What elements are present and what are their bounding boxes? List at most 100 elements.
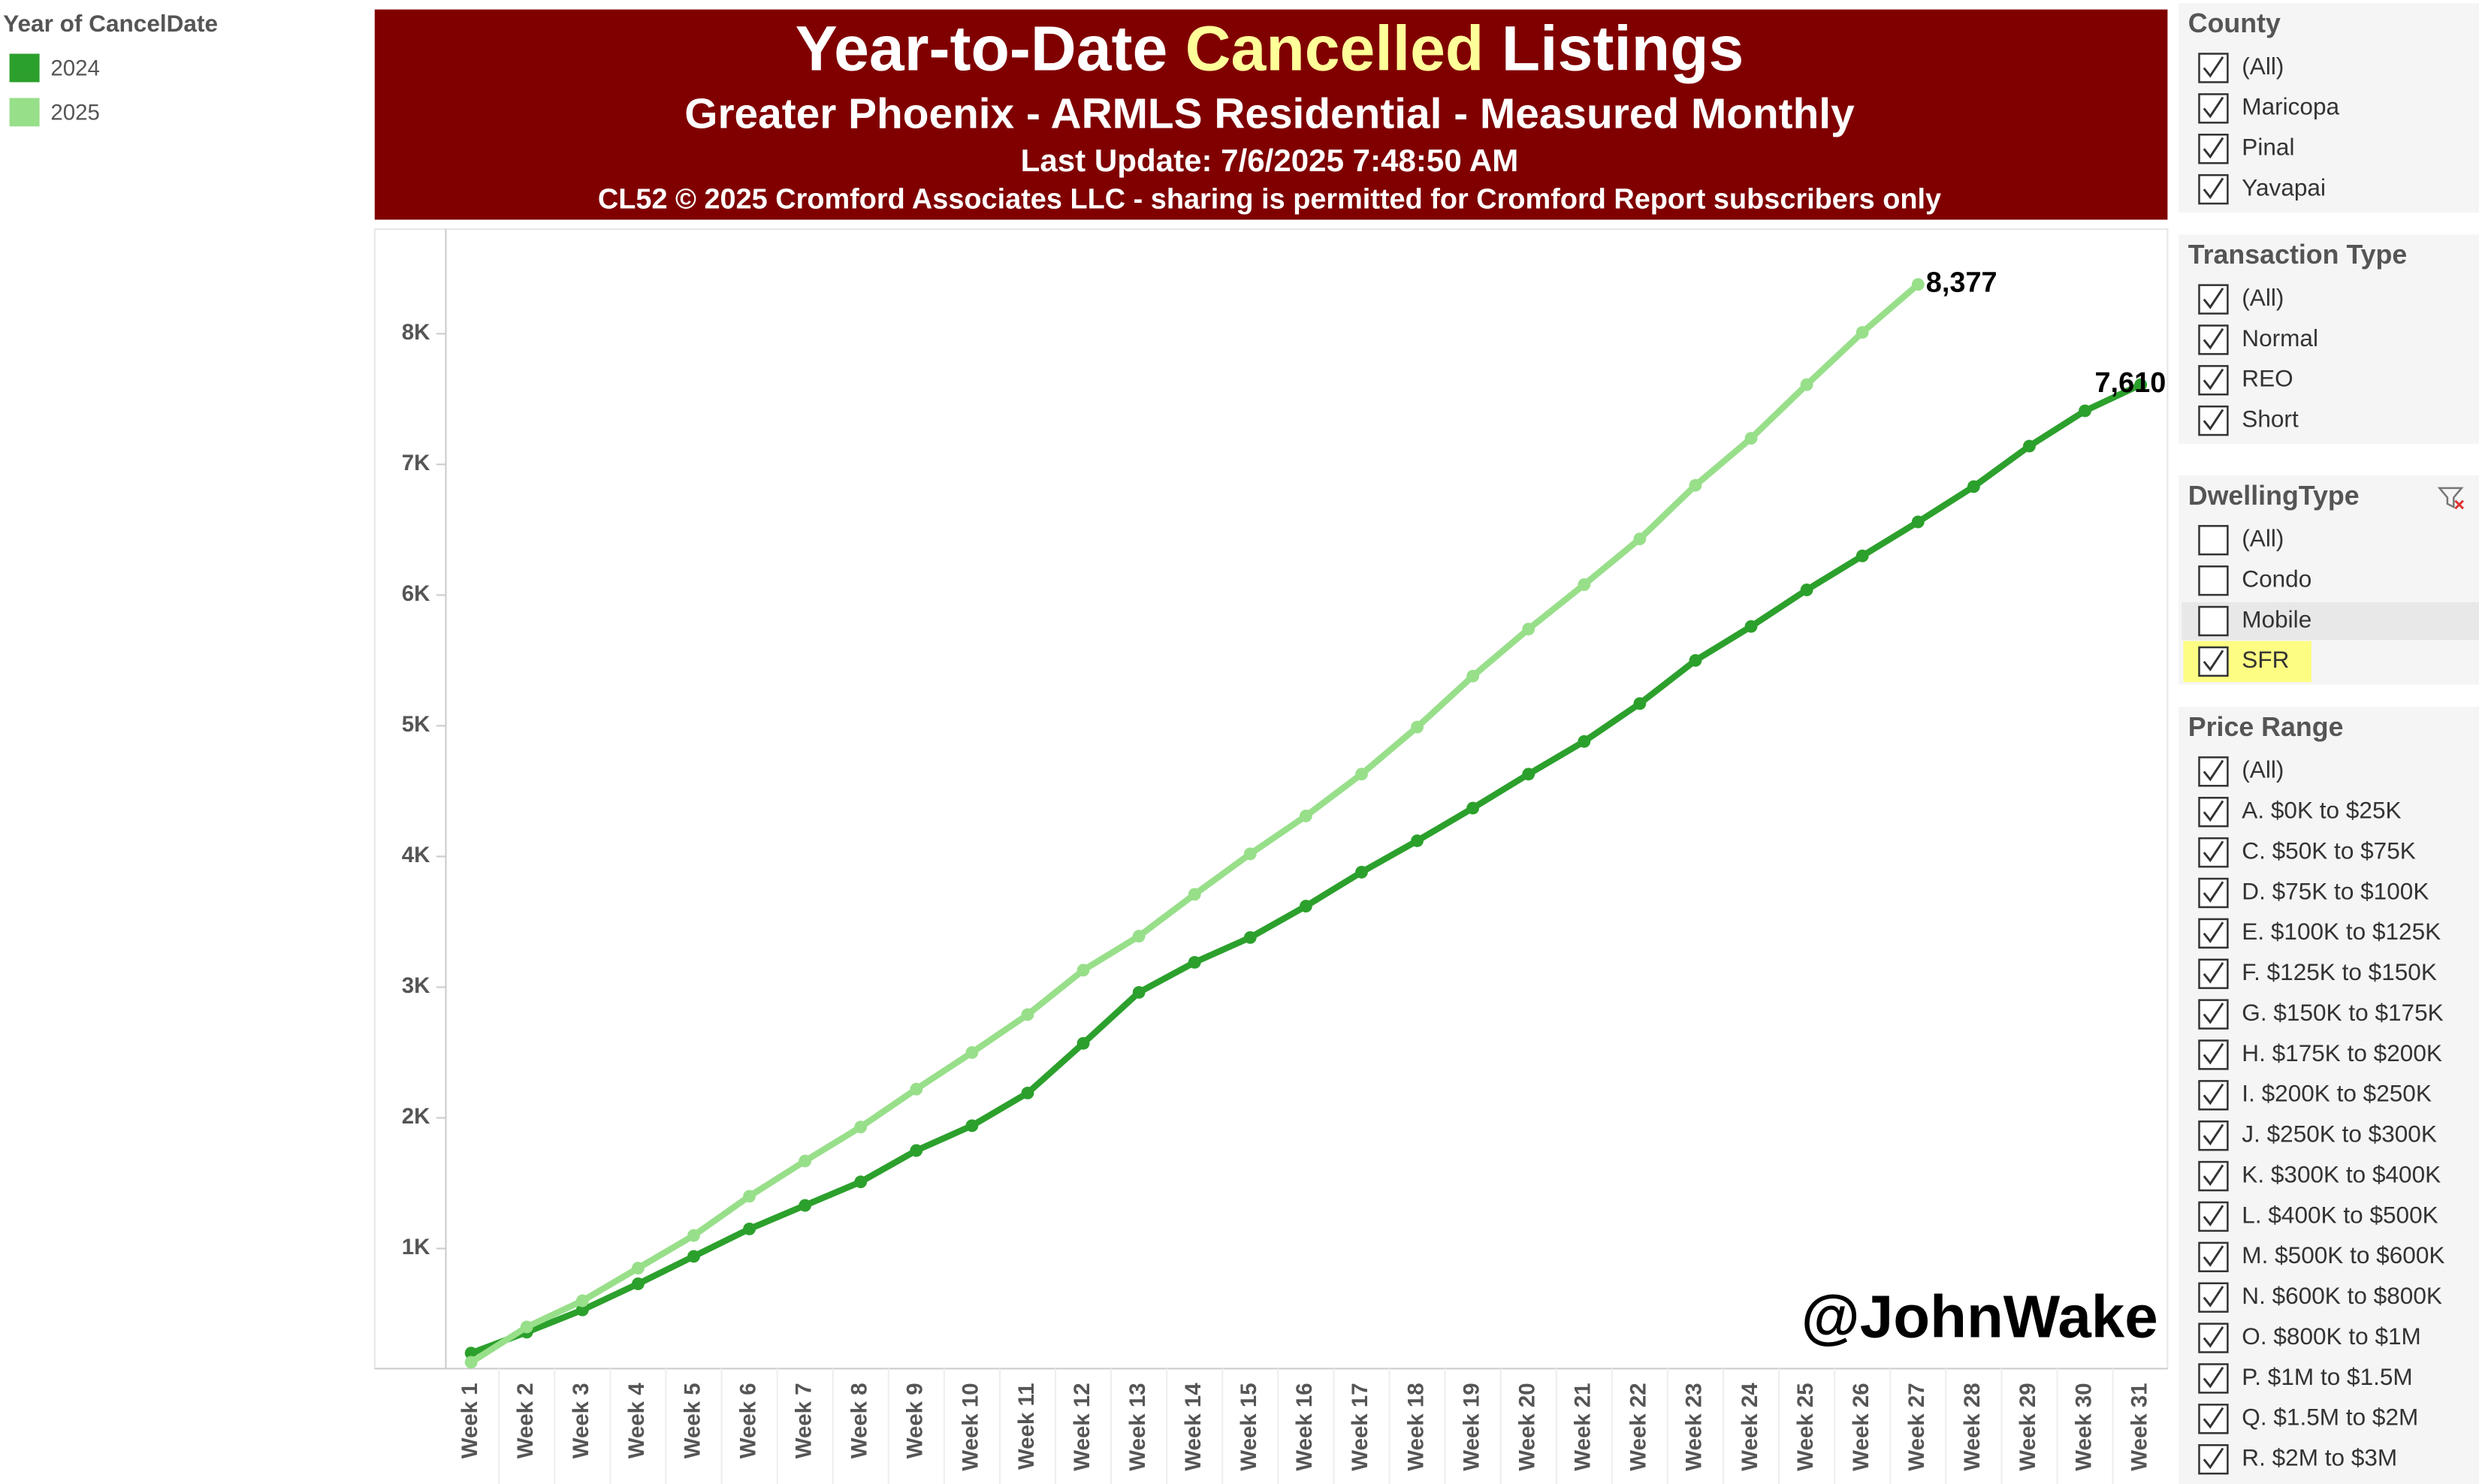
data-point: [1021, 1086, 1034, 1099]
checkmark: [2203, 409, 2224, 431]
checkbox[interactable]: [2198, 605, 2229, 637]
data-point: [1243, 847, 1257, 861]
checkmark: [2203, 1164, 2224, 1187]
filter-item-label[interactable]: Short: [2242, 406, 2299, 433]
filter-item-label[interactable]: I. $200K to $250K: [2242, 1080, 2432, 1107]
x-tick-label: Week 6: [735, 1383, 760, 1458]
data-point: [631, 1277, 645, 1290]
filter-item-label[interactable]: (All): [2242, 53, 2284, 80]
y-tick-label: 1K: [402, 1235, 430, 1259]
filter-item-label[interactable]: E. $100K to $125K: [2242, 918, 2441, 945]
filter-item-label[interactable]: Pinal: [2242, 134, 2294, 161]
filter-item-label[interactable]: Maricopa: [2242, 93, 2339, 120]
filter-item-label[interactable]: Q. $1.5M to $2M: [2242, 1404, 2418, 1431]
header-banner: [374, 9, 2168, 220]
filter-item-label[interactable]: M. $500K to $600K: [2242, 1241, 2444, 1268]
data-point: [1967, 480, 1980, 493]
filter-item-label[interactable]: O. $800K to $1M: [2242, 1323, 2421, 1350]
x-tick-label: Week 18: [1403, 1383, 1428, 1470]
plot-frame: [373, 228, 2169, 1370]
x-tick-label: Week 22: [1626, 1383, 1651, 1470]
checkmark: [2203, 800, 2224, 822]
header-subtitle: Greater Phoenix - ARMLS Residential - Me…: [684, 91, 1855, 138]
data-point: [464, 1356, 478, 1369]
checkmark: [2203, 177, 2224, 200]
x-tick-label: Week 10: [959, 1383, 983, 1470]
x-tick-label: Week 19: [1459, 1383, 1484, 1470]
x-tick-label: Week 5: [680, 1383, 705, 1458]
filter-item-label[interactable]: D. $75K to $100K: [2242, 877, 2429, 904]
filter-item-label[interactable]: J. $250K to $300K: [2242, 1121, 2437, 1148]
filter-item-label[interactable]: Yavapai: [2242, 173, 2326, 201]
filter-item-label[interactable]: H. $175K to $200K: [2242, 1039, 2442, 1066]
filter-item-label[interactable]: G. $150K to $175K: [2242, 999, 2443, 1026]
data-point: [1800, 584, 1813, 596]
x-tick-label: Week 4: [624, 1383, 649, 1459]
x-tick-label: Week 16: [1292, 1383, 1317, 1470]
checkmark: [2203, 1447, 2224, 1470]
filter-item-label[interactable]: P. $1M to $1.5M: [2242, 1363, 2412, 1390]
filter-item-label[interactable]: SFR: [2242, 646, 2289, 673]
checkbox[interactable]: [2198, 565, 2229, 596]
data-point: [910, 1082, 923, 1096]
data-point: [2079, 404, 2091, 418]
filter-icon: [2437, 487, 2464, 509]
checkmark: [2203, 1205, 2224, 1226]
title-part: Listings: [1502, 14, 1744, 84]
filter-item-label[interactable]: C. $50K to $75K: [2242, 837, 2416, 864]
x-tick-label: Week 27: [1904, 1383, 1929, 1470]
data-point: [1132, 930, 1146, 943]
data-point: [1299, 900, 1312, 912]
checkmark: [2203, 1042, 2224, 1065]
x-tick-label: Week 23: [1682, 1383, 1707, 1470]
x-tick-label: Week 26: [1849, 1383, 1874, 1470]
data-point: [1355, 865, 1368, 879]
data-point: [1744, 620, 1758, 633]
checkmark: [2203, 759, 2224, 782]
series-line: [469, 282, 1921, 1365]
legend-title: Year of CancelDate: [3, 10, 218, 37]
header-update: Last Update: 7/6/2025 7:48:50 AM: [1021, 143, 1519, 178]
filter-item-label[interactable]: Normal: [2242, 324, 2318, 351]
filter-title: Price Range: [2188, 712, 2344, 742]
checkbox[interactable]: [2198, 525, 2229, 556]
filter-item-label[interactable]: (All): [2242, 756, 2284, 783]
filter-item-label[interactable]: Condo: [2242, 565, 2311, 592]
filter-item-label[interactable]: (All): [2242, 525, 2284, 552]
filter-item-label[interactable]: R. $2M to $3M: [2242, 1444, 2397, 1471]
checkmark: [2203, 1124, 2224, 1146]
filter-item-label[interactable]: A. $0K to $25K: [2242, 797, 2401, 824]
data-point: [687, 1250, 700, 1263]
data-point: [910, 1144, 923, 1157]
x-tick-label: Week 20: [1514, 1383, 1539, 1470]
checkmark: [2203, 96, 2224, 119]
checkmark: [2203, 962, 2224, 984]
checkmark: [2203, 327, 2224, 350]
filter-title: DwellingType: [2188, 481, 2360, 511]
checkmark: [2203, 1003, 2224, 1024]
checkmark: [2203, 1083, 2224, 1105]
y-tick-label: 6K: [402, 581, 430, 606]
data-point: [1522, 623, 1535, 636]
data-point: [1578, 734, 1591, 748]
filter-clear-icon: [2454, 499, 2464, 510]
filter-item-label[interactable]: Mobile: [2242, 605, 2311, 632]
filter-item-label[interactable]: REO: [2242, 365, 2293, 392]
filter-item-label[interactable]: (All): [2242, 284, 2284, 311]
title-highlight: Cancelled: [1185, 14, 1484, 84]
data-point: [575, 1303, 589, 1317]
filter-panel-bg: [2179, 3, 2479, 213]
data-point: [1466, 669, 1480, 683]
filter-item-label[interactable]: K. $300K to $400K: [2242, 1160, 2441, 1187]
data-point: [1744, 432, 1758, 445]
x-tick-label: Week 17: [1348, 1383, 1372, 1470]
data-point: [1633, 697, 1647, 710]
data-point: [1578, 578, 1591, 591]
filter-panel-bg: [2179, 234, 2479, 444]
data-point: [1466, 801, 1480, 815]
filter-item-label[interactable]: L. $400K to $500K: [2242, 1201, 2438, 1228]
filter-item-label[interactable]: F. $125K to $150K: [2242, 958, 2437, 985]
data-point: [1076, 964, 1090, 977]
filter-item-label[interactable]: N. $600K to $800K: [2242, 1282, 2442, 1309]
